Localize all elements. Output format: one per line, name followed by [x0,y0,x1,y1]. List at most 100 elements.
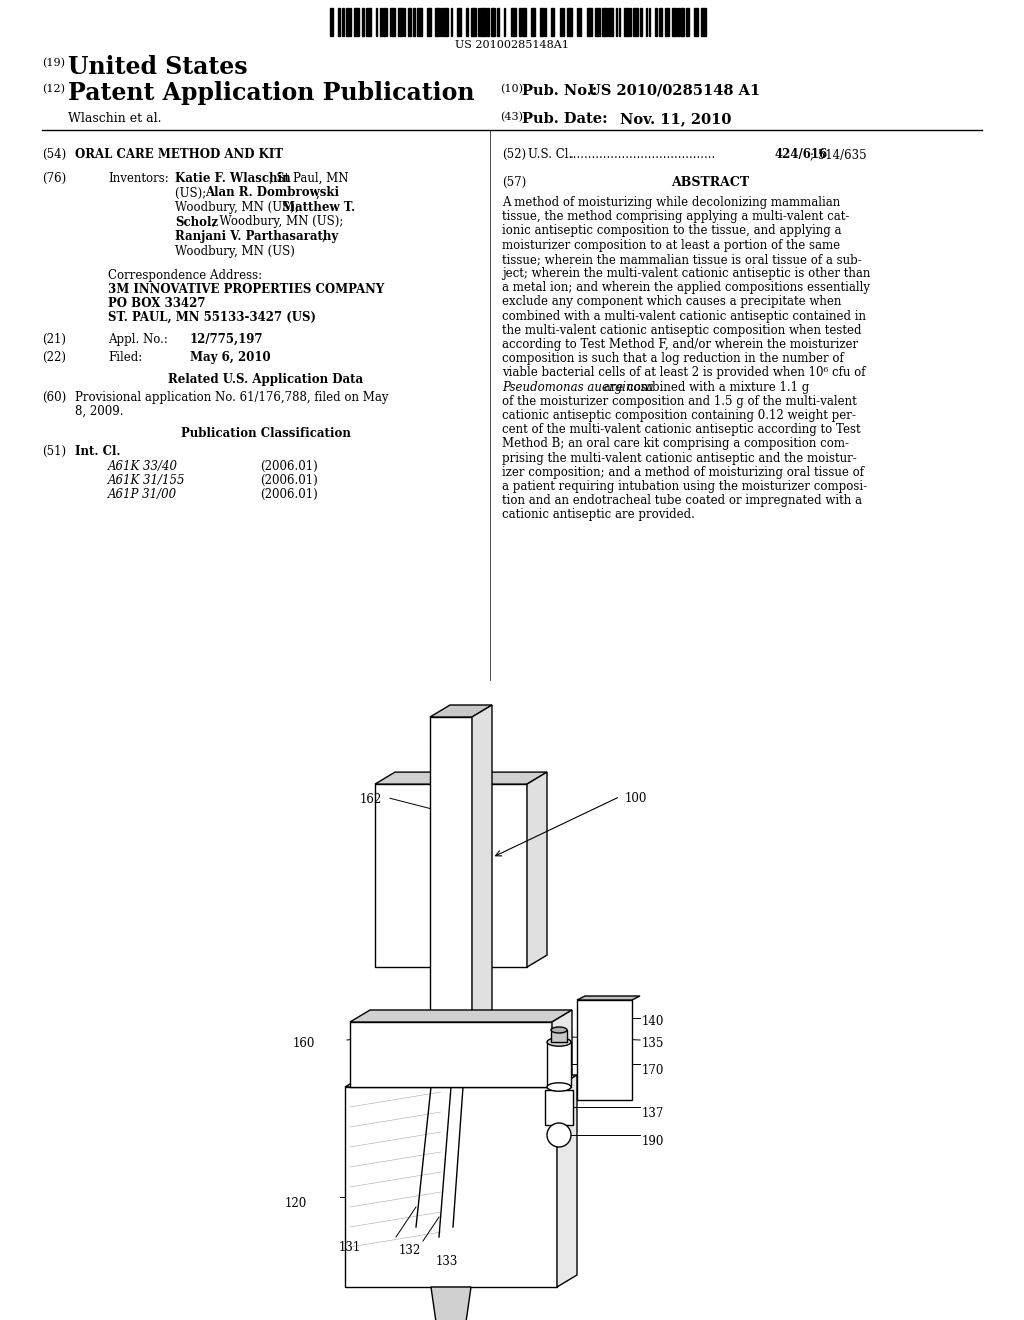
Text: tissue, the method comprising applying a multi-valent cat-: tissue, the method comprising applying a… [502,210,849,223]
Text: 424/616: 424/616 [775,148,828,161]
Bar [608,8,613,36]
Text: tissue; wherein the mammalian tissue is oral tissue of a sub-: tissue; wherein the mammalian tissue is … [502,253,862,265]
Text: izer composition; and a method of moisturizing oral tissue of: izer composition; and a method of moistu… [502,466,864,479]
Bar [338,8,340,36]
Text: exclude any component which causes a precipitate when: exclude any component which causes a pre… [502,296,842,309]
Bar [366,8,371,36]
Polygon shape [577,1001,632,1100]
Bar [390,8,395,36]
Bar [519,8,521,36]
Text: Ranjani V. Parthasarathy: Ranjani V. Parthasarathy [175,230,338,243]
Bar [579,8,582,36]
Polygon shape [552,1010,572,1086]
Text: Pub. Date:: Pub. Date: [522,112,607,125]
Text: viable bacterial cells of at least 2 is provided when 10⁶ cfu of: viable bacterial cells of at least 2 is … [502,367,865,379]
Bar [640,8,642,36]
Bar [427,8,431,36]
Polygon shape [551,1030,567,1041]
Polygon shape [350,1022,552,1086]
Circle shape [547,1123,571,1147]
Text: (12): (12) [42,84,65,94]
Text: 140: 140 [642,1015,665,1028]
Text: 133: 133 [436,1255,459,1269]
Text: (US);: (US); [175,186,210,199]
Text: Int. Cl.: Int. Cl. [75,445,121,458]
Bar [443,8,449,36]
Text: prising the multi-valent cationic antiseptic and the moistur-: prising the multi-valent cationic antise… [502,451,857,465]
Polygon shape [577,997,640,1001]
Text: , St Paul, MN: , St Paul, MN [269,172,348,185]
Text: (2006.01): (2006.01) [260,488,317,502]
Text: (22): (22) [42,351,66,364]
Text: (2006.01): (2006.01) [260,459,317,473]
Bar [417,8,422,36]
Bar [504,8,506,36]
Text: ORAL CARE METHOD AND KIT: ORAL CARE METHOD AND KIT [75,148,283,161]
Bar [559,8,562,36]
Text: Provisional application No. 61/176,788, filed on May: Provisional application No. 61/176,788, … [75,391,388,404]
Bar [487,8,488,36]
Text: ject; wherein the multi-valent cationic antiseptic is other than: ject; wherein the multi-valent cationic … [502,267,870,280]
Text: Filed:: Filed: [108,351,142,364]
Text: US 20100285148A1: US 20100285148A1 [455,40,569,50]
Text: according to Test Method F, and/or wherein the moisturizer: according to Test Method F, and/or where… [502,338,858,351]
Text: 130: 130 [425,1016,447,1030]
Text: cationic antiseptic composition containing 0.12 weight per-: cationic antiseptic composition containi… [502,409,856,422]
Bar [655,8,657,36]
Text: (51): (51) [42,445,67,458]
Text: ,: , [322,230,326,243]
Text: Pub. No.:: Pub. No.: [522,84,597,98]
Text: A61K 31/155: A61K 31/155 [108,474,185,487]
Text: 3M INNOVATIVE PROPERTIES COMPANY: 3M INNOVATIVE PROPERTIES COMPANY [108,282,384,296]
Text: Inventors:: Inventors: [108,172,169,185]
Text: Correspondence Address:: Correspondence Address: [108,269,262,282]
Bar [466,8,468,36]
Text: are combined with a mixture 1.1 g: are combined with a mixture 1.1 g [600,380,809,393]
Polygon shape [431,1287,471,1320]
Bar [398,8,403,36]
Polygon shape [350,1010,572,1022]
Text: tion and an endotracheal tube coated or impregnated with a: tion and an endotracheal tube coated or … [502,494,862,507]
Polygon shape [345,1074,577,1086]
Text: of the moisturizer composition and 1.5 g of the multi-valent: of the moisturizer composition and 1.5 g… [502,395,857,408]
Text: Matthew T.: Matthew T. [282,201,355,214]
Polygon shape [547,1041,571,1086]
Text: 120: 120 [285,1197,307,1210]
Polygon shape [375,784,527,968]
Text: (10): (10) [500,84,523,94]
Text: a patient requiring intubation using the moisturizer composi-: a patient requiring intubation using the… [502,480,867,492]
Bar [434,8,439,36]
Text: United States: United States [68,55,248,79]
Text: Wlaschin et al.: Wlaschin et al. [68,112,162,125]
Bar [666,8,669,36]
Text: (57): (57) [502,176,526,189]
Text: moisturizer composition to at least a portion of the same: moisturizer composition to at least a po… [502,239,840,252]
Bar [522,8,526,36]
Text: .......................................: ....................................... [570,148,716,161]
Text: a metal ion; and wherein the applied compositions essentially: a metal ion; and wherein the applied com… [502,281,870,294]
Text: ST. PAUL, MN 55133-3427 (US): ST. PAUL, MN 55133-3427 (US) [108,312,316,323]
Bar [492,8,495,36]
Text: ionic antiseptic composition to the tissue, and applying a: ionic antiseptic composition to the tiss… [502,224,842,238]
Text: Nov. 11, 2010: Nov. 11, 2010 [620,112,731,125]
Text: 131: 131 [339,1241,361,1254]
Bar [381,8,382,36]
Text: Patent Application Publication: Patent Application Publication [68,81,474,106]
Text: Method B; an oral care kit comprising a composition com-: Method B; an oral care kit comprising a … [502,437,849,450]
Bar [630,8,632,36]
Bar [330,8,333,36]
Polygon shape [545,1090,573,1125]
Text: Scholz: Scholz [175,215,218,228]
Text: 132: 132 [398,1243,421,1257]
Bar [383,8,385,36]
Text: Alan R. Dombrowski: Alan R. Dombrowski [205,186,339,199]
Text: ,: , [316,186,319,199]
Bar [602,8,607,36]
Text: composition is such that a log reduction in the number of: composition is such that a log reduction… [502,352,844,366]
Polygon shape [527,772,547,968]
Text: 160: 160 [293,1038,315,1049]
Text: Related U.S. Application Data: Related U.S. Application Data [168,374,364,385]
Bar [615,8,617,36]
Polygon shape [472,705,492,1022]
Text: the multi-valent cationic antiseptic composition when tested: the multi-valent cationic antiseptic com… [502,323,861,337]
